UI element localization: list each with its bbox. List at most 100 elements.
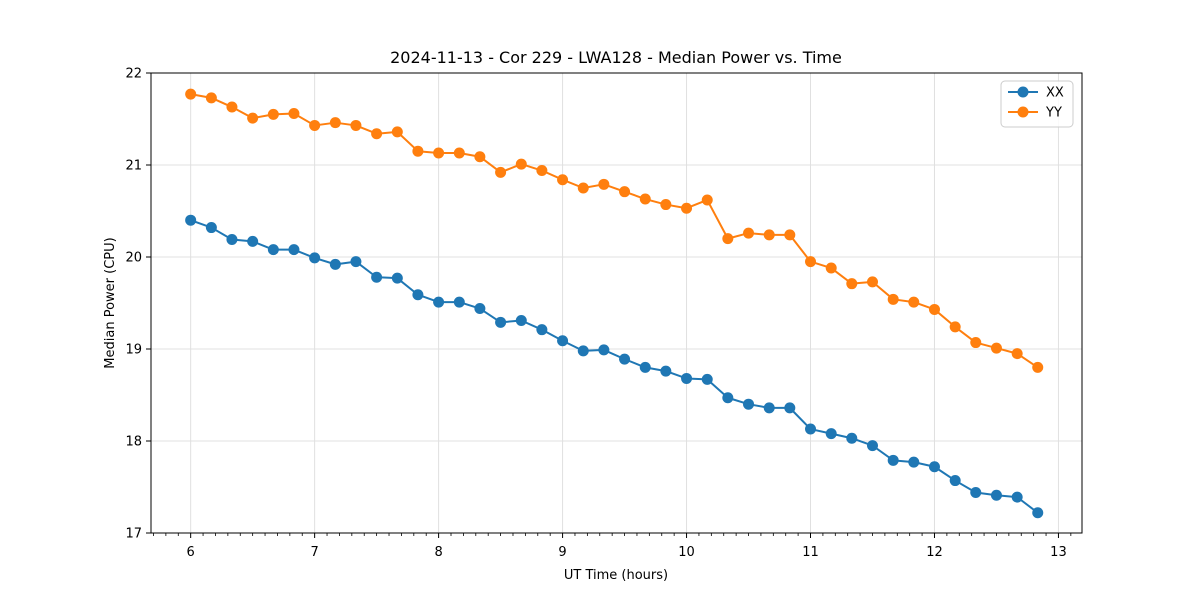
data-point-marker (887, 454, 899, 466)
data-point-marker (226, 101, 238, 113)
x-tick-label: 12 (926, 545, 943, 560)
data-point-marker (267, 108, 279, 120)
data-point-marker (722, 392, 734, 404)
data-point-marker (866, 440, 878, 452)
y-tick-label: 18 (125, 435, 142, 450)
legend-label: XX (1046, 86, 1064, 101)
series-line (190, 219, 1039, 514)
series-line (190, 93, 1039, 369)
y-axis-label: Median Power (CPU) (103, 237, 118, 368)
series-yy (185, 88, 1044, 373)
data-point-marker (743, 227, 755, 239)
data-point-marker (247, 112, 259, 124)
data-point-marker (639, 361, 651, 373)
data-point-marker (267, 244, 279, 256)
data-point-marker (453, 296, 465, 308)
data-point-marker (949, 321, 961, 333)
data-point-marker (660, 199, 672, 211)
y-tick-label: 19 (125, 343, 142, 358)
data-point-marker (598, 344, 610, 356)
legend-label: YY (1045, 106, 1062, 121)
data-point-marker (928, 303, 940, 315)
data-point-marker (722, 233, 734, 245)
data-point-marker (660, 365, 672, 377)
y-tick-label: 22 (125, 67, 142, 82)
data-point-marker (805, 256, 817, 268)
grid-lines (151, 72, 1082, 534)
y-tick-label: 20 (125, 251, 142, 266)
data-point-marker (825, 428, 837, 440)
data-point-marker (805, 423, 817, 435)
data-point-marker (577, 345, 589, 357)
x-tick-label: 8 (434, 545, 442, 560)
data-point-marker (784, 229, 796, 241)
data-point-marker (474, 303, 486, 315)
data-point-marker (453, 147, 465, 159)
data-point-marker (350, 119, 362, 131)
x-tick-label: 11 (802, 545, 819, 560)
data-point-marker (515, 158, 527, 170)
data-point-marker (949, 475, 961, 487)
data-point-marker (371, 271, 383, 283)
data-point-marker (763, 402, 775, 414)
data-point-marker (908, 296, 920, 308)
data-point-marker (681, 372, 693, 384)
data-point-marker (784, 402, 796, 414)
data-point-marker (639, 193, 651, 205)
x-tick-label: 10 (678, 545, 695, 560)
data-point-marker (329, 117, 341, 129)
data-point-marker (598, 178, 610, 190)
data-point-marker (391, 272, 403, 284)
data-point-marker (433, 296, 445, 308)
series-xx (185, 214, 1044, 519)
data-point-marker (412, 145, 424, 157)
x-tick-label: 9 (558, 545, 566, 560)
data-point-marker (763, 229, 775, 241)
data-point-marker (536, 324, 548, 336)
data-point-marker (908, 456, 920, 468)
legend: XX YY (1000, 80, 1074, 128)
data-point-marker (412, 289, 424, 301)
y-tick-label: 21 (125, 159, 142, 174)
data-point-marker (1011, 348, 1023, 360)
data-point-marker (990, 489, 1002, 501)
data-point-marker (247, 235, 259, 247)
data-point-marker (557, 174, 569, 186)
data-point-marker (990, 342, 1002, 354)
legend-sample-marker (1017, 106, 1029, 118)
data-point-marker (557, 335, 569, 347)
data-point-marker (371, 128, 383, 140)
x-tick-label: 13 (1050, 545, 1067, 560)
data-point-marker (577, 182, 589, 194)
data-point-marker (846, 278, 858, 290)
data-point-marker (350, 256, 362, 268)
data-point-marker (970, 487, 982, 499)
data-point-marker (681, 202, 693, 214)
data-point-marker (288, 107, 300, 119)
data-point-marker (433, 147, 445, 159)
data-point-marker (536, 165, 548, 177)
data-point-marker (474, 151, 486, 163)
x-tick-label: 7 (310, 545, 318, 560)
tick-labels: 6 7 8 9 10 11 12 13 17 18 19 20 21 22 (125, 67, 1066, 561)
data-point-marker (743, 398, 755, 410)
chart-title: 2024-11-13 - Cor 229 - LWA128 - Median P… (390, 48, 842, 67)
data-point-marker (619, 186, 631, 198)
data-point-marker (1032, 361, 1044, 373)
data-point-marker (185, 88, 197, 100)
data-point-marker (185, 214, 197, 226)
plot-border (150, 72, 1083, 534)
data-point-marker (309, 252, 321, 264)
data-point-marker (1011, 491, 1023, 503)
legend-sample-marker (1017, 86, 1029, 98)
data-point-marker (970, 337, 982, 349)
data-point-marker (619, 353, 631, 365)
x-axis-label: UT Time (hours) (564, 568, 668, 583)
data-point-marker (495, 166, 507, 178)
data-point-marker (288, 244, 300, 256)
data-point-marker (226, 234, 238, 246)
data-point-marker (1032, 507, 1044, 519)
data-point-marker (391, 126, 403, 138)
